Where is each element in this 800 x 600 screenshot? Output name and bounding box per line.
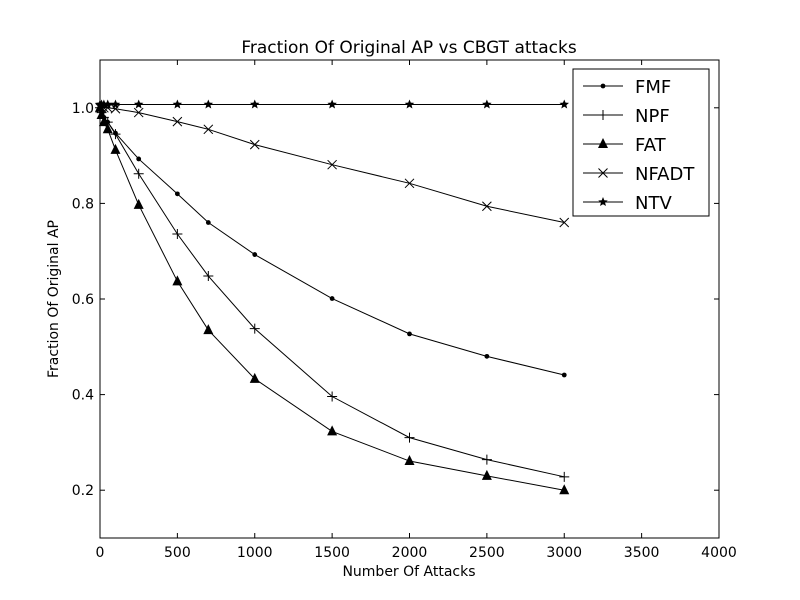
legend-label-fat: FAT: [635, 135, 667, 156]
legend-entry-npf: NPF: [583, 106, 670, 127]
data-point-npf: [249, 323, 260, 334]
x-tick-label: 500: [164, 545, 191, 561]
x-tick-label: 3500: [624, 545, 660, 561]
y-tick-label: 1.0: [72, 101, 94, 117]
x-tick-label: 2000: [392, 545, 428, 561]
data-point-nfadt: [203, 124, 214, 135]
chart-title: Fraction Of Original AP vs CBGT attacks: [241, 38, 577, 58]
data-point-nfadt: [404, 178, 415, 189]
legend-marker-npf: [598, 110, 608, 120]
data-point-ntv: [102, 99, 113, 109]
data-point-fmf: [205, 220, 211, 225]
data-point-fmf: [561, 372, 567, 378]
x-tick-label: 0: [96, 545, 105, 561]
data-point-fat: [559, 484, 570, 495]
y-tick-label: 0.4: [72, 388, 94, 404]
data-point-npf: [172, 228, 183, 239]
legend-entry-ntv: NTV: [583, 193, 672, 214]
data-point-ntv: [482, 99, 492, 109]
legend-label-ntv: NTV: [635, 193, 672, 214]
data-point-fat: [203, 324, 214, 335]
data-point-fat: [481, 469, 492, 480]
data-point-fat: [98, 116, 109, 127]
legend-marker-fat: [598, 138, 608, 148]
data-point-fat: [327, 425, 338, 436]
legend-entry-fat: FAT: [583, 135, 667, 156]
data-point-ntv: [133, 99, 144, 109]
data-point-fmf: [252, 252, 258, 257]
legend-marker-ntv: [598, 197, 608, 207]
data-point-fmf: [484, 353, 490, 359]
data-point-ntv: [559, 99, 570, 109]
data-point-fmf: [136, 156, 142, 162]
x-tick-label: 3000: [546, 545, 582, 561]
data-point-nfadt: [482, 201, 492, 212]
data-point-fat: [110, 143, 121, 154]
legend: FMF NPF FAT NFADT NTV: [572, 68, 710, 217]
x-axis-title: Number Of Attacks: [342, 564, 475, 580]
x-tick-label: 2500: [469, 545, 505, 561]
data-point-fat: [249, 372, 260, 383]
data-point-ntv: [203, 99, 214, 109]
data-point-nfadt: [133, 107, 144, 118]
y-tick-label: 0.8: [72, 196, 94, 212]
data-point-ntv: [249, 99, 260, 109]
y-tick-label: 0.6: [72, 292, 94, 308]
legend-label-fmf: FMF: [635, 77, 671, 98]
legend-entry-fmf: FMF: [583, 77, 671, 98]
legend-label-npf: NPF: [635, 106, 670, 127]
data-point-fat: [133, 198, 144, 209]
y-axis-title: Fraction Of Original AP: [46, 220, 62, 378]
x-tick-label: 1500: [314, 545, 350, 561]
data-point-npf: [327, 391, 338, 402]
legend-marker-nfadt: [598, 168, 608, 178]
legend-entry-nfadt: NFADT: [583, 164, 695, 185]
legend-box: [572, 68, 710, 217]
data-point-fmf: [329, 296, 335, 301]
plot-area: 0 500 1000 1500 2000 2500 3000 3500 4000 0.2 0.4 0.…: [72, 59, 737, 561]
data-point-npf: [133, 168, 144, 179]
data-point-ntv: [99, 99, 109, 109]
series-ntv: [95, 99, 570, 109]
data-point-nfadt: [110, 103, 121, 114]
legend-marker-fmf: [600, 83, 606, 89]
data-point-fat: [172, 275, 183, 286]
y-tick-label: 0.2: [72, 483, 94, 499]
data-point-ntv: [404, 99, 415, 109]
data-point-fat: [404, 455, 415, 466]
data-point-ntv: [172, 99, 183, 109]
series-fat: [95, 101, 570, 495]
data-point-npf: [110, 129, 121, 140]
data-point-npf: [559, 471, 570, 482]
legend-label-nfadt: NFADT: [635, 164, 695, 185]
x-tick-label: 1000: [237, 545, 273, 561]
data-point-ntv: [110, 99, 121, 109]
data-point-nfadt: [249, 139, 260, 150]
data-point-npf: [481, 454, 492, 465]
data-point-fmf: [407, 331, 412, 337]
data-point-ntv: [327, 99, 337, 109]
x-tick-label: 4000: [701, 545, 737, 561]
data-point-npf: [203, 271, 214, 282]
data-point-fat: [96, 108, 107, 119]
data-point-nfadt: [559, 217, 570, 228]
data-point-npf: [404, 432, 415, 443]
data-point-fat: [102, 123, 113, 134]
data-point-fmf: [174, 191, 180, 197]
data-point-nfadt: [327, 159, 337, 170]
data-point-nfadt: [172, 116, 183, 127]
